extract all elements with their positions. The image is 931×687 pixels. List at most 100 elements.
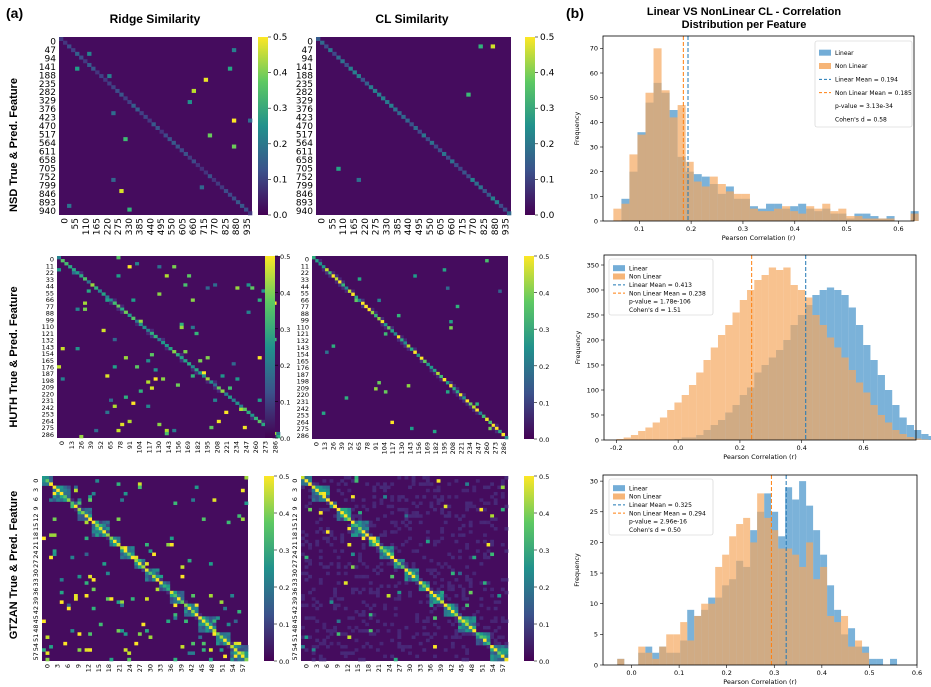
heatmap-cell [372, 495, 377, 499]
heatmap-cell [304, 565, 309, 569]
heatmap-cell [465, 622, 470, 627]
heatmap-cell [344, 286, 349, 290]
legend-entry: Linear Mean = 0.194 [835, 77, 898, 84]
bar-nonlinear [680, 622, 688, 665]
x-tick-label: 0.1 [674, 669, 684, 677]
heatmap-cell [231, 48, 237, 53]
heatmap-cell [343, 511, 348, 515]
heatmap-x-tick: 18 [105, 664, 113, 672]
heatmap-cell [413, 347, 417, 351]
heatmap-cell [455, 393, 460, 397]
bar-nonlinear [757, 211, 767, 221]
heatmap-x-tick: 0 [302, 664, 310, 668]
heatmap-cell [212, 625, 217, 630]
heatmap-cell [472, 485, 477, 490]
heatmap-cell [166, 581, 171, 585]
heatmap-cell [443, 635, 448, 639]
heatmap-cell [361, 587, 366, 592]
heatmap-cell [433, 594, 437, 598]
heatmap-cell [73, 507, 78, 512]
heatmap-cell [180, 645, 185, 649]
heatmap-y-tick: 0 [307, 37, 313, 47]
heatmap-cell [454, 578, 459, 582]
heatmap-y-tick: 94 [45, 54, 57, 64]
heatmap-cell [411, 479, 416, 483]
heatmap-cell [410, 426, 414, 431]
heatmap-cell [230, 648, 235, 652]
heatmap-cell [425, 600, 430, 604]
heatmap-cell [375, 629, 380, 633]
heatmap-cell [433, 645, 437, 649]
heatmap-cell [386, 549, 391, 553]
heatmap-cell [75, 271, 80, 275]
heatmap-cell [425, 479, 430, 483]
heatmap-y-tick: 22 [301, 269, 309, 277]
heatmap-cell [360, 77, 366, 82]
heatmap-cell [180, 590, 185, 595]
heatmap-cell [490, 619, 495, 624]
heatmap-cell [250, 416, 255, 421]
heatmap-cell [483, 641, 487, 646]
heatmap-cell [450, 603, 455, 608]
heatmap-cell [223, 606, 227, 611]
heatmap-cell [429, 504, 434, 509]
heatmap-cell [340, 507, 345, 512]
heatmap-cell [325, 485, 330, 490]
heatmap-cell [422, 581, 427, 585]
bar-linear [687, 609, 695, 665]
heatmap-cell [240, 654, 245, 659]
heatmap-cell [450, 571, 455, 576]
heatmap-cell [447, 613, 452, 617]
heatmap-cell [493, 629, 498, 633]
colorbar-tick-label: 0.3 [273, 104, 287, 114]
heatmap-cell [415, 495, 420, 499]
heatmap-cell [488, 420, 492, 425]
heatmap-cell [390, 420, 394, 425]
heatmap-cell [400, 648, 405, 652]
heatmap-cell [59, 485, 64, 490]
heatmap-y-tick: 242 [42, 404, 54, 412]
heatmap-x-tick: 39 [87, 441, 95, 449]
heatmap-cell [211, 177, 217, 182]
heatmap-cell [354, 295, 359, 299]
heatmap-cell [105, 527, 110, 531]
heatmap-cell [454, 606, 459, 611]
heatmap-cell [105, 410, 110, 415]
heatmap-cell [393, 332, 398, 336]
heatmap-cell [145, 571, 149, 576]
heatmap-cell [393, 568, 398, 572]
heatmap-cell [304, 533, 309, 537]
heatmap-cell [350, 479, 355, 483]
heatmap-cell [45, 476, 50, 480]
heatmap-cell [318, 527, 323, 531]
heatmap-cell [504, 549, 509, 553]
heatmap-cell [304, 571, 309, 576]
colorbar-tick-label: 0.1 [280, 399, 290, 407]
colorbar-tick-label: 0.5 [279, 473, 289, 481]
heatmap-y-tick: 132 [42, 337, 54, 345]
heatmap-cell [123, 632, 128, 636]
heatmap-y-tick: 517 [296, 131, 313, 141]
heatmap-cell [159, 129, 164, 134]
bar-nonlinear [805, 297, 813, 440]
heatmap-cell [336, 55, 341, 60]
heatmap-cell [301, 645, 305, 649]
heatmap-cell [390, 504, 395, 509]
legend-entry: Non Linear [629, 274, 662, 281]
heatmap-cell [159, 584, 164, 588]
heatmap-y-tick: 705 [39, 165, 56, 175]
heatmap-x-tick: 78 [364, 442, 372, 450]
heatmap-cell [483, 638, 487, 643]
heatmap-cell [452, 390, 457, 394]
heatmap-cell [84, 514, 89, 518]
bar-nonlinear [709, 176, 718, 221]
heatmap-cell [184, 613, 188, 617]
heatmap-cell [191, 641, 196, 646]
heatmap-cell [318, 495, 323, 499]
x-tick-label: 0.3 [769, 669, 779, 677]
heatmap-cell [208, 629, 213, 633]
heatmap-cell [98, 520, 103, 525]
heatmap-cell [381, 96, 386, 101]
heatmap-cell [173, 594, 178, 598]
heatmap-x-tick: 52 [97, 441, 105, 449]
